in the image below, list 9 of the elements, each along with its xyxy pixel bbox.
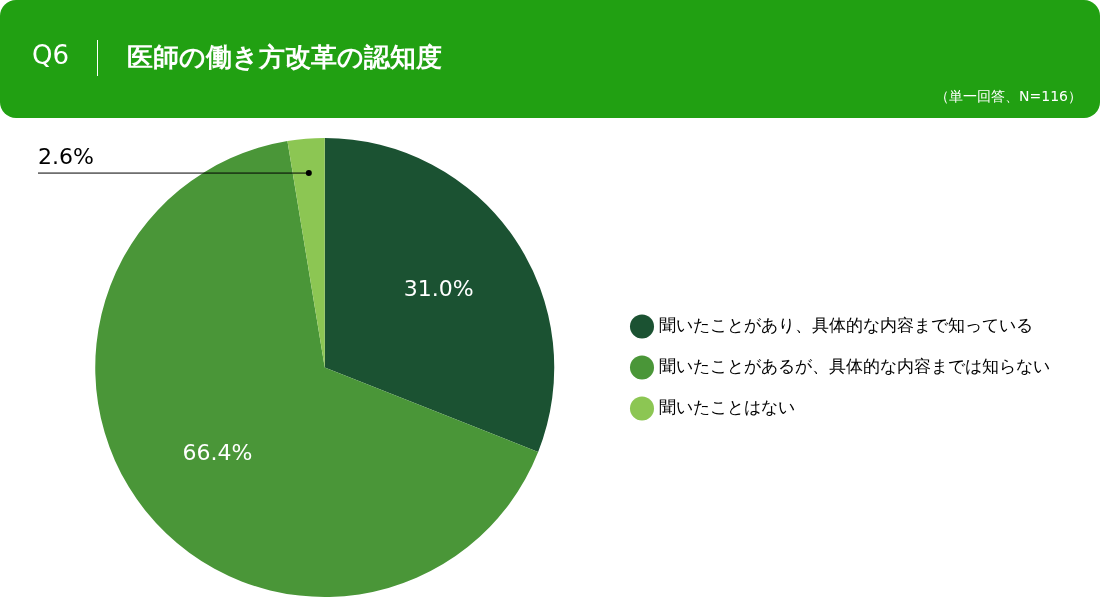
legend-label: 聞いたことがあるが、具体的な内容までは知らない [659,355,1050,376]
chart-title: 医師の働き方改革の認知度 [127,41,442,74]
text: Q6 [32,40,70,70]
data-label: 31.0% [403,275,474,301]
data-label: 66.4% [182,439,253,465]
legend-label: 聞いたことはない [659,396,795,417]
chart-subtitle: （単一回答、N=116） [935,88,1082,106]
data-label: 2.6% [38,143,94,169]
legend-label: 聞いたことがあり、具体的な内容まで知っている [659,314,1033,335]
